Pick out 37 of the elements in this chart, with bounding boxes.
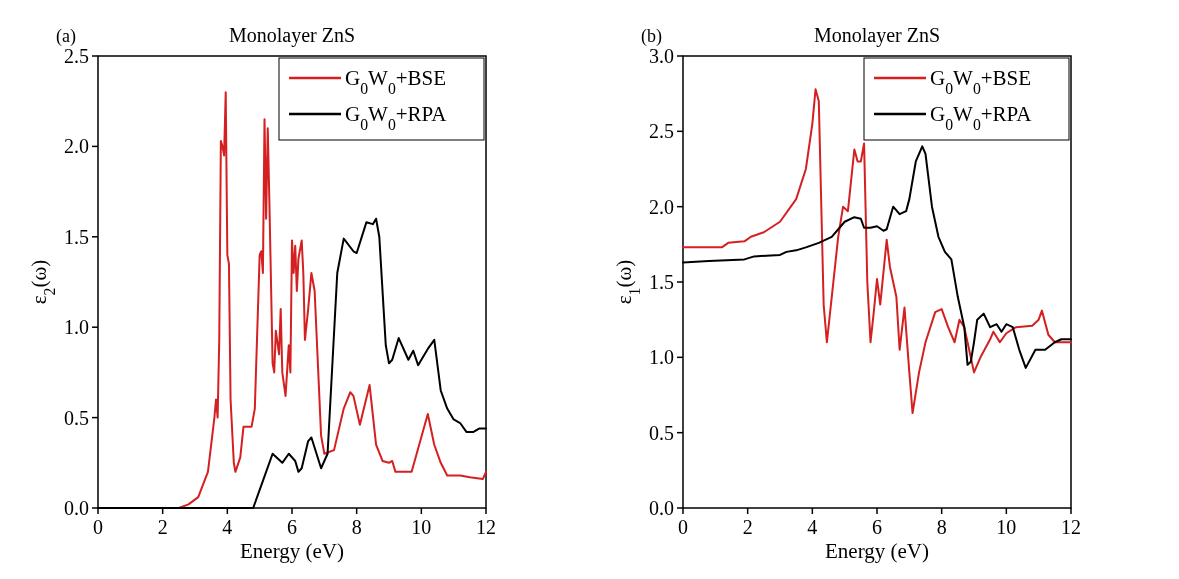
y-tick-label: 1.0 — [64, 316, 89, 339]
y-tick-label: 2.0 — [649, 195, 674, 218]
y-tick-label: 1.5 — [64, 225, 89, 248]
x-tick-label: 10 — [411, 516, 432, 538]
x-tick-label: 6 — [287, 516, 297, 538]
x-tick-label: 10 — [996, 516, 1017, 538]
x-tick-label: 4 — [222, 516, 233, 538]
x-tick-label: 0 — [678, 516, 688, 538]
x-axis-title: Energy (eV) — [240, 539, 344, 563]
chart-title: Monolayer ZnS — [813, 24, 941, 47]
y-tick-label: 2.5 — [649, 120, 674, 143]
text: (a) — [56, 26, 76, 47]
text: (b) — [641, 26, 662, 47]
y-tick-label: 0.0 — [64, 497, 89, 519]
legend-label: G$_{0}$W$_{0}$+RPA — [345, 102, 448, 133]
x-tick-label: 12 — [476, 516, 496, 538]
y-tick-label: 1.0 — [649, 346, 674, 369]
legend-label: G$_{0}$W$_{0}$+BSE — [930, 66, 1032, 97]
y-tick-label: 2.5 — [64, 45, 89, 67]
y-tick-label: 0.5 — [64, 406, 89, 429]
x-tick-label: 8 — [351, 516, 362, 538]
y-tick-label: 1.5 — [649, 271, 674, 293]
x-tick-label: 6 — [872, 516, 882, 538]
legend-label: G$_{0}$W$_{0}$+BSE — [345, 66, 447, 97]
x-tick-label: 0 — [93, 516, 103, 538]
x-axis-title: Energy (eV) — [825, 539, 929, 563]
y-tick-label: 3.0 — [649, 45, 674, 67]
x-tick-label: 4 — [807, 516, 818, 538]
y-tick-label: 0.5 — [649, 421, 674, 444]
y-tick-label: 2.0 — [64, 135, 89, 158]
y-tick-label: 0.0 — [649, 497, 674, 519]
x-tick-label: 2 — [742, 516, 753, 538]
chart-title: Monolayer ZnS — [228, 24, 356, 47]
legend-label: G$_{0}$W$_{0}$+RPA — [930, 102, 1033, 133]
x-tick-label: 12 — [1061, 516, 1081, 538]
x-tick-label: 2 — [157, 516, 168, 538]
x-tick-label: 8 — [936, 516, 947, 538]
